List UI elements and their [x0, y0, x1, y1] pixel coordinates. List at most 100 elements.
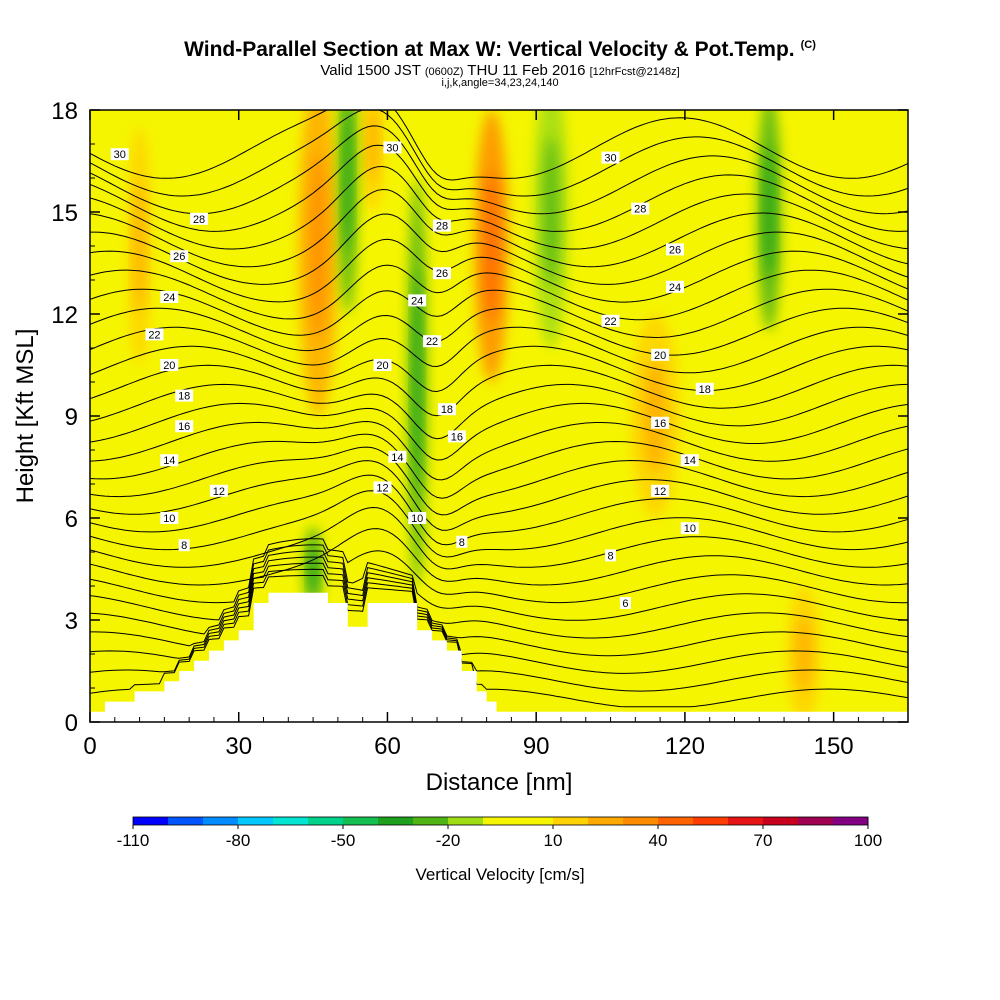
colorbar-tick-label: 100: [854, 831, 882, 850]
contour-label-bg: [651, 484, 670, 497]
colorbar-swatch: [518, 817, 554, 825]
contour-label-bg: [373, 481, 392, 494]
contour-label: 30: [604, 153, 616, 165]
contour-label-bg: [651, 416, 670, 429]
contour-label: 20: [163, 360, 175, 372]
contour-label-bg: [601, 314, 620, 327]
theta-contour-line: [90, 383, 908, 440]
contour-label-bg: [145, 328, 164, 341]
contour-label: 30: [386, 142, 398, 154]
contour-label-bg: [432, 267, 451, 280]
grid-index-text: i,j,k,angle=34,23,24,140: [441, 77, 559, 89]
contour-label-bg: [383, 141, 402, 154]
colorbar-swatch: [658, 817, 694, 825]
theta-contour-line: [90, 474, 908, 546]
colorbar-swatch: [133, 817, 169, 825]
theta-contour-line: [90, 188, 908, 268]
y-tick-label: 15: [51, 200, 78, 227]
contour-label-bg: [160, 454, 179, 467]
colorbar-swatch: [623, 817, 659, 825]
x-tick-label: 0: [83, 733, 96, 760]
theta-contour-line: [90, 446, 908, 516]
contour-label: 18: [178, 391, 190, 403]
theta-contour-line: [90, 562, 908, 674]
chart-title: Wind-Parallel Section at Max W: Vertical…: [0, 38, 1000, 62]
theta-contour-line: [90, 550, 908, 639]
contour-label-bg: [437, 403, 456, 416]
colorbar-tick-label: 40: [649, 831, 668, 850]
contour-label: 28: [436, 221, 448, 233]
colorbar-swatch: [693, 817, 729, 825]
contour-label: 6: [622, 598, 628, 610]
theta-contour-line: [90, 264, 908, 321]
y-tick-label: 18: [51, 98, 78, 125]
theta-contour-line: [90, 568, 908, 692]
theta-contour-line: [90, 364, 908, 417]
colorbar: -110 -80 -50 -20 10 40 70 100: [117, 816, 882, 850]
contour-label: 8: [607, 550, 613, 562]
contour-label-bg: [175, 389, 194, 402]
contour-label-bg: [160, 359, 179, 371]
contour-label-bg: [665, 280, 684, 293]
y-tick-label: 3: [65, 608, 78, 635]
theta-contour-line: [90, 326, 908, 374]
contour-label-bg: [680, 522, 699, 535]
contour-label-bg: [388, 450, 407, 463]
x-tick-label: 150: [814, 733, 854, 760]
contour-label-bg: [408, 294, 427, 307]
contour-label-bg: [447, 430, 466, 443]
contour-label: 12: [654, 486, 666, 498]
contour-label: 8: [459, 537, 465, 549]
contour-label: 26: [436, 268, 448, 280]
contour-label: 16: [654, 418, 666, 430]
y-axis: 0 3 6 9 12 15 18: [51, 98, 908, 737]
updraft-core: [796, 616, 812, 692]
contour-label: 22: [604, 316, 616, 328]
contour-label: 22: [426, 336, 438, 348]
theta-contour-line: [90, 238, 908, 303]
chart-subtitle: Valid 1500 JST (0600Z) THU 11 Feb 2016 […: [0, 62, 1000, 79]
contour-label-bg: [423, 335, 442, 348]
updraft-core: [309, 152, 327, 340]
contour-label: 20: [654, 350, 666, 362]
colorbar-swatch: [343, 817, 379, 825]
y-tick-label: 9: [65, 404, 78, 431]
theta-contour-line: [90, 165, 908, 250]
colorbar-swatch: [238, 817, 274, 825]
theta-contour-line: [90, 213, 908, 285]
contour-label: 24: [669, 282, 681, 294]
downdraft-core: [763, 146, 775, 278]
contour-label: 28: [193, 214, 205, 226]
theta-contour-line: [90, 110, 908, 197]
colorbar-swatch: [308, 817, 344, 825]
contour-label: 12: [376, 482, 388, 494]
theta-contour-line: [90, 506, 908, 570]
contour-label-bg: [373, 359, 392, 371]
y-tick-label: 6: [65, 506, 78, 533]
colorbar-swatch: [448, 817, 484, 825]
theta-contour-line: [90, 402, 908, 461]
theta-contour-line: [90, 544, 908, 621]
contour-label: 24: [411, 295, 423, 307]
updraft-core: [644, 359, 667, 473]
title-main-text: Wind-Parallel Section at Max W: Vertical…: [184, 38, 795, 61]
theta-contour-line: [90, 144, 908, 232]
downdraft-core: [343, 110, 353, 253]
contour-label-bg: [665, 243, 684, 256]
theta-contours: [90, 110, 908, 708]
contour-label-bg: [651, 348, 670, 361]
colorbar-swatch: [798, 817, 834, 825]
colorbar-border: [132, 816, 869, 826]
contour-label-bg: [160, 512, 179, 524]
contour-label: 10: [411, 513, 423, 525]
colorbar-tick-label: -50: [331, 831, 356, 850]
colorbar-swatch: [483, 817, 519, 825]
contour-label-bg: [190, 212, 209, 225]
theta-contour-line: [90, 110, 908, 181]
contour-label: 24: [163, 292, 175, 304]
x-axis-label: Distance [nm]: [426, 769, 573, 796]
contour-label: 8: [181, 540, 187, 552]
colorbar-tick-label: 70: [754, 831, 773, 850]
theta-contour-line: [90, 538, 908, 604]
